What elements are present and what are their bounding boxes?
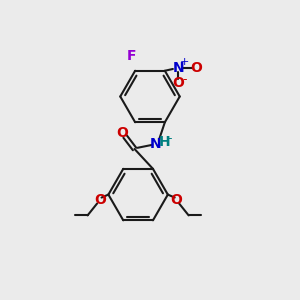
Text: N: N	[172, 61, 184, 75]
Text: O: O	[116, 126, 128, 140]
Text: F: F	[127, 49, 136, 63]
Text: O: O	[94, 193, 106, 207]
Text: N: N	[150, 136, 162, 151]
Text: O: O	[170, 193, 182, 207]
Text: O: O	[172, 76, 184, 90]
Text: -: -	[167, 132, 172, 145]
Text: +: +	[180, 57, 190, 68]
Text: O: O	[191, 61, 203, 75]
Text: H: H	[158, 135, 170, 149]
Text: -: -	[182, 73, 187, 85]
